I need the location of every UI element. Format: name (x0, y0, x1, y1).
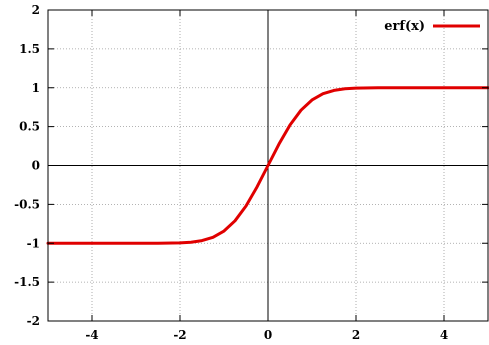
tick-labels: -4 -2 0 2 4 -2 -1.5 -1 -0.5 0 0.5 1 1.5 2 (14, 3, 448, 342)
y-tick-label: 2 (32, 3, 40, 17)
y-tick-label: 1.5 (19, 42, 40, 56)
x-tick-label: 2 (352, 328, 360, 342)
x-tick-label: 4 (440, 328, 448, 342)
y-tick-label: -2 (27, 314, 40, 328)
x-tick-label: -4 (85, 328, 98, 342)
legend: erf(x) (384, 19, 480, 34)
series-layer (46, 86, 489, 245)
legend-label: erf(x) (384, 19, 425, 34)
y-tick-label: 0.5 (19, 120, 40, 134)
x-tick-label: 0 (264, 328, 272, 342)
y-tick-label: 1 (32, 81, 40, 95)
y-tick-label: -1 (27, 236, 40, 250)
y-tick-label: -1.5 (14, 275, 40, 289)
ticks (48, 9, 488, 322)
x-tick-label: -2 (173, 328, 186, 342)
y-tick-label: -0.5 (14, 197, 40, 211)
y-tick-label: 0 (32, 159, 40, 173)
series-line (46, 86, 489, 245)
